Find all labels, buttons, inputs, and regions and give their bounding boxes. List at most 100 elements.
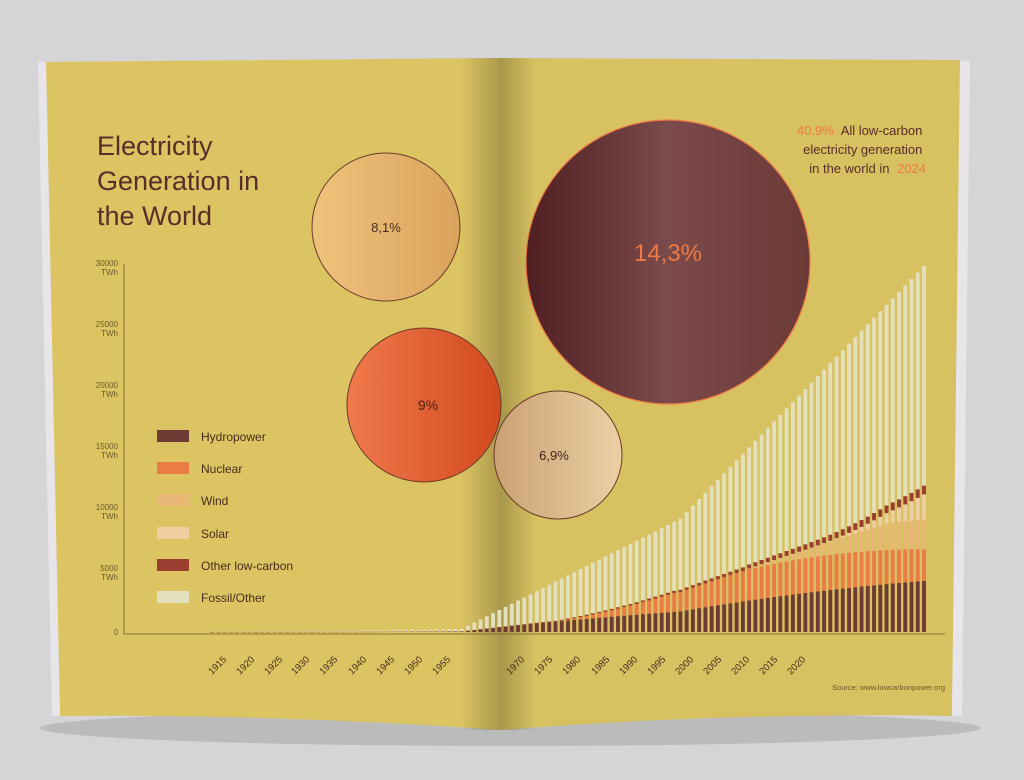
bar-segment-hydropower (915, 581, 920, 632)
bar-segment-wind (834, 539, 839, 554)
bar-segment-fossil-other (509, 603, 514, 626)
bar-segment-other-low-carbon (878, 509, 883, 517)
chart-title: Electricity Generation in the World (97, 131, 267, 231)
bar-segment-other-low-carbon (728, 571, 733, 576)
chart-title-line-2: Generation in (97, 166, 259, 196)
bar-segment-fossil-other (897, 291, 901, 500)
bar-segment-nuclear (628, 605, 633, 616)
bar-segment-hydropower (472, 630, 477, 632)
bar-segment-other-low-carbon (709, 578, 714, 582)
bar-segment-hydropower (797, 593, 802, 632)
bar-segment-other-low-carbon (909, 492, 914, 502)
bar-segment-hydropower (759, 598, 764, 632)
bar-segment-hydropower (815, 591, 820, 632)
bar-segment-fossil-other (491, 613, 495, 628)
bar-segment-hydropower (734, 602, 739, 632)
bar-segment-other-low-carbon (628, 603, 633, 606)
bar-segment-other-low-carbon (672, 590, 677, 594)
bar-segment-fossil-other (715, 479, 720, 577)
bar-segment-solar (834, 538, 839, 540)
bar-segment-hydropower (772, 596, 777, 632)
bar-segment-other-low-carbon (903, 496, 908, 505)
bar-segment-hydropower (903, 582, 908, 632)
bubble-solar-label: 6,9% (539, 448, 569, 463)
chart-title-line-3: the World (97, 201, 212, 231)
bar-segment-other-low-carbon (865, 516, 870, 524)
bar-segment-wind (922, 519, 926, 550)
bar-segment-fossil-other (815, 376, 820, 540)
bar-segment-fossil-other (534, 591, 539, 623)
bar-segment-fossil-other (616, 550, 620, 608)
bar-segment-fossil-other (834, 356, 839, 532)
bar-segment-hydropower (609, 616, 614, 632)
bar-segment-fossil-other (765, 427, 770, 558)
bar-segment-fossil-other (672, 521, 677, 591)
bar-segment-fossil-other (378, 630, 383, 632)
bar-segment-wind (815, 545, 820, 557)
bar-segment-nuclear (803, 558, 808, 593)
legend-label-other-low-carbon: Other low-carbon (201, 559, 293, 573)
bar-segment-fossil-other (559, 578, 564, 620)
bar-segment-hydropower (765, 597, 770, 632)
bar-segment-fossil-other (478, 619, 483, 630)
bar-segment-fossil-other (453, 629, 458, 632)
bar-segment-fossil-other (753, 440, 758, 563)
bar-segment-hydropower (865, 585, 870, 632)
bar-segment-fossil-other (922, 266, 926, 486)
bar-segment-other-low-carbon (591, 613, 595, 615)
bar-segment-hydropower (859, 586, 864, 632)
bar-segment-fossil-other (428, 629, 433, 632)
bar-segment-fossil-other (553, 581, 558, 621)
bar-segment-other-low-carbon (516, 624, 520, 626)
bar-segment-fossil-other (647, 534, 652, 599)
bar-segment-nuclear (759, 566, 764, 599)
bar-segment-fossil-other (853, 337, 858, 524)
bar-segment-fossil-other (372, 630, 377, 632)
bar-segment-fossil-other (328, 630, 333, 632)
bar-segment-nuclear (834, 553, 839, 590)
bar-segment-nuclear (790, 560, 795, 595)
bar-segment-fossil-other (847, 343, 851, 527)
bar-segment-nuclear (684, 589, 689, 611)
bar-segment-solar (878, 516, 883, 526)
bar-segment-fossil-other (690, 505, 695, 586)
bar-segment-other-low-carbon (703, 580, 708, 584)
bar-segment-fossil-other (653, 531, 658, 597)
bar-segment-fossil-other (859, 330, 864, 520)
bar-segment-fossil-other (409, 629, 414, 632)
bar-segment-fossil-other (216, 631, 221, 632)
y-tick-label: 30000 TWh (96, 259, 119, 277)
bar-segment-wind (915, 520, 920, 550)
bar-segment-fossil-other (903, 285, 908, 497)
bar-segment-fossil-other (828, 363, 833, 535)
bar-segment-fossil-other (384, 630, 389, 632)
bar-segment-nuclear (915, 549, 920, 582)
bar-segment-fossil-other (353, 630, 358, 632)
bar-segment-hydropower (834, 589, 839, 632)
bar-segment-wind (872, 527, 876, 551)
bar-segment-hydropower (603, 617, 608, 632)
bar-segment-hydropower (803, 592, 808, 632)
bar-segment-nuclear (622, 607, 627, 616)
bar-segment-nuclear (884, 550, 889, 585)
bar-segment-fossil-other (659, 528, 664, 595)
bar-segment-fossil-other (266, 631, 271, 632)
legend-label-hydropower: Hydropower (201, 430, 266, 444)
bar-segment-nuclear (872, 550, 876, 586)
bar-segment-hydropower (559, 621, 564, 632)
bar-segment-fossil-other (890, 298, 895, 503)
bar-segment-nuclear (753, 567, 758, 600)
bar-segment-hydropower (616, 616, 620, 632)
bar-segment-other-low-carbon (859, 519, 864, 527)
bar-segment-hydropower (591, 618, 595, 632)
bar-segment-other-low-carbon (616, 607, 620, 609)
bar-segment-fossil-other (578, 569, 583, 616)
bar-segment-fossil-other (747, 447, 752, 565)
bar-segment-fossil-other (341, 630, 346, 632)
bar-segment-other-low-carbon (834, 531, 839, 539)
bar-segment-hydropower (566, 620, 570, 632)
bar-segment-fossil-other (472, 622, 477, 630)
bar-segment-nuclear (922, 549, 926, 581)
bubble-wind-label: 8,1% (371, 220, 401, 235)
left-page-edge (38, 62, 60, 716)
